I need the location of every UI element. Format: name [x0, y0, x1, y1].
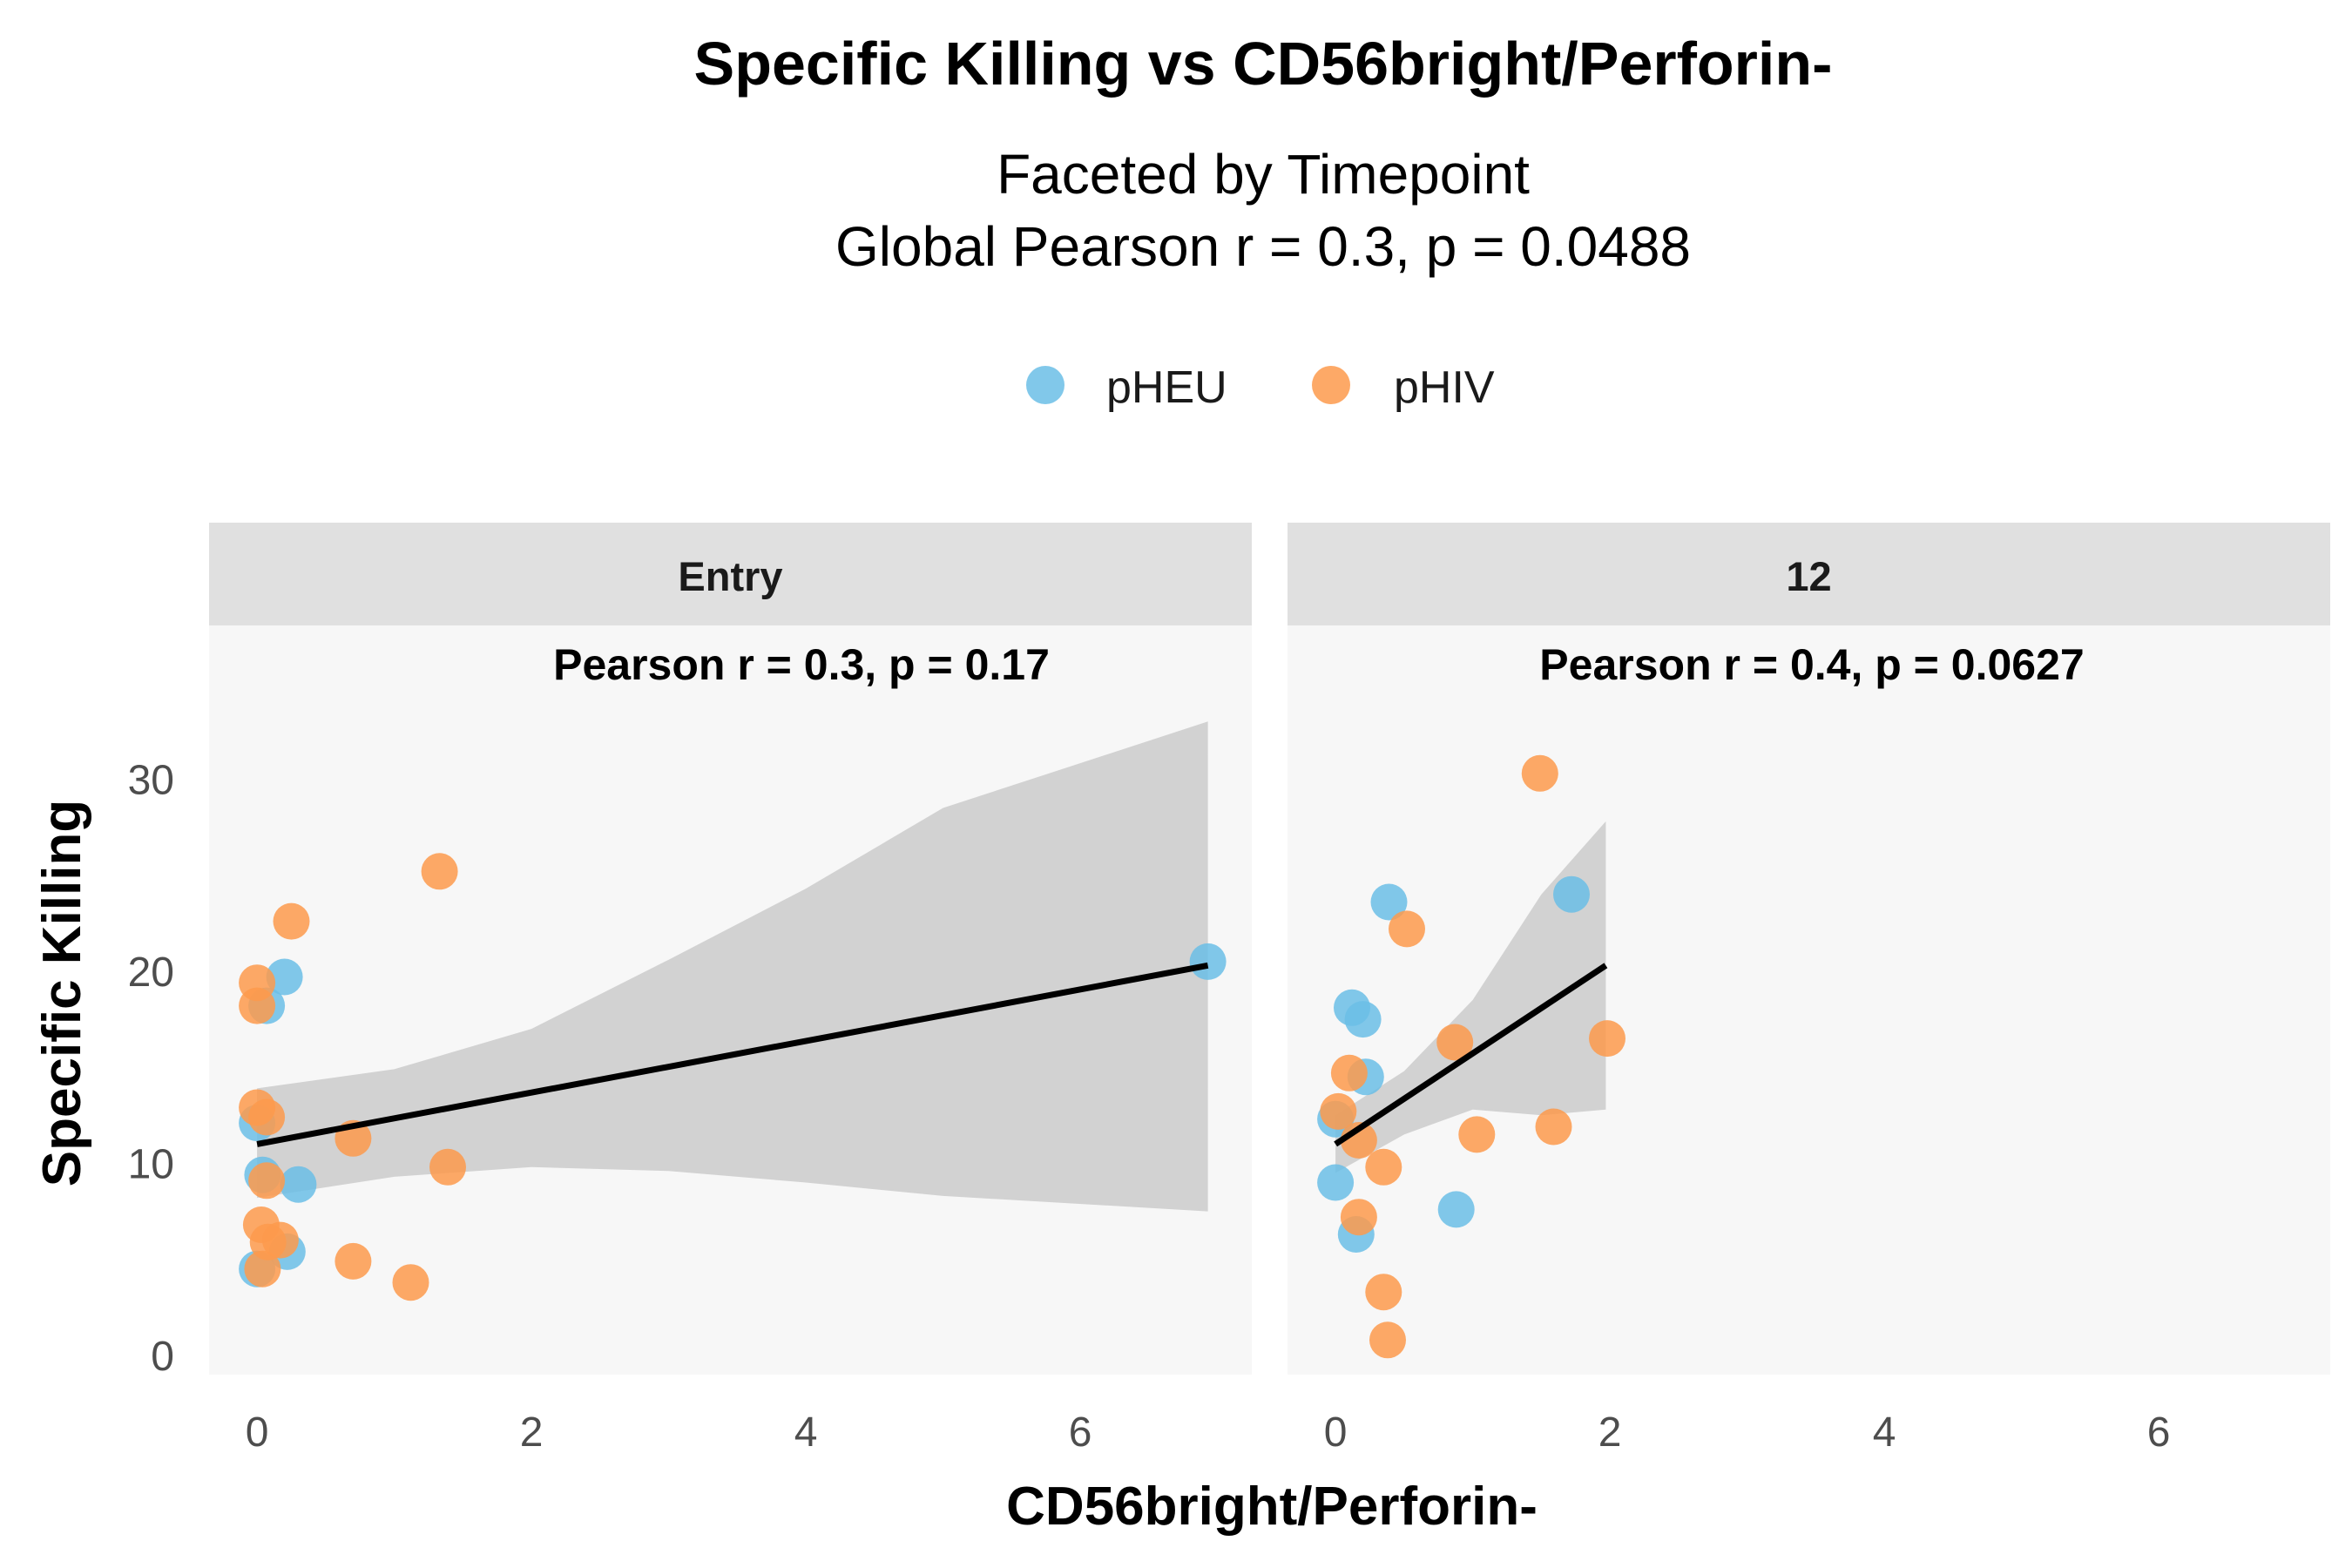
facet-strip	[1288, 523, 2330, 625]
point-phiv	[1458, 1116, 1496, 1153]
legend-marker-pheu	[1026, 366, 1064, 404]
chart-title: Specific Killing vs CD56bright/Perforin-	[694, 30, 1833, 98]
point-phiv	[1340, 1199, 1377, 1236]
confidence-band	[257, 721, 1208, 1212]
facet-annotation: Pearson r = 0.4, p = 0.0627	[1539, 640, 2084, 689]
point-phiv	[261, 1221, 299, 1259]
facet-annotation: Pearson r = 0.3, p = 0.17	[553, 640, 1050, 689]
x-tick-label: 6	[1069, 1409, 1092, 1456]
facet-strip-label: 12	[1786, 553, 1831, 599]
fit-line	[1334, 963, 1608, 1147]
x-tick-label: 2	[520, 1409, 544, 1456]
point-phiv	[1365, 1274, 1402, 1311]
point-phiv	[392, 1264, 429, 1301]
legend-label-pheu: pHEU	[1106, 362, 1227, 413]
point-phiv	[273, 902, 310, 940]
point-phiv	[1589, 1020, 1625, 1058]
point-phiv	[1369, 1321, 1406, 1359]
confidence-band	[1335, 821, 1606, 1173]
point-pheu	[266, 958, 303, 996]
point-phiv	[1521, 754, 1558, 792]
point-phiv	[1535, 1108, 1572, 1146]
legend-marker-phiv	[1312, 366, 1350, 404]
y-tick-label: 30	[128, 757, 174, 803]
point-pheu	[1370, 883, 1408, 921]
point-phiv	[429, 1148, 466, 1186]
facet-panel-0: Entry Pearson r = 0.3, p = 0.17 0 2 4 6 0 10 20 3…	[128, 523, 1252, 1456]
y-tick-label: 0	[151, 1334, 174, 1380]
point-phiv	[1320, 1092, 1357, 1130]
x-tick-label: 0	[1324, 1409, 1348, 1456]
facet-strip	[209, 523, 1252, 625]
point-phiv	[1365, 1148, 1402, 1186]
point-pheu	[1437, 1191, 1475, 1228]
point-pheu	[1189, 943, 1227, 980]
facet-plot-background	[1288, 625, 2330, 1375]
facet-strip-label: Entry	[678, 553, 782, 599]
point-phiv	[239, 987, 276, 1024]
point-phiv	[1330, 1054, 1368, 1092]
point-pheu	[1553, 875, 1590, 913]
x-tick-label: 4	[1873, 1409, 1896, 1456]
x-tick-label: 2	[1598, 1409, 1622, 1456]
point-pheu	[280, 1166, 317, 1203]
y-tick-label: 20	[128, 950, 174, 996]
y-tick-label: 10	[128, 1141, 174, 1187]
x-axis-title: CD56bright/Perforin-	[1006, 1477, 1538, 1537]
chart-subtitle-line-2: Global Pearson r = 0.3, p = 0.0488	[835, 215, 1691, 278]
point-pheu	[1344, 1001, 1382, 1038]
fit-line	[256, 962, 1209, 1147]
x-tick-label: 0	[246, 1409, 269, 1456]
point-phiv	[1389, 910, 1425, 948]
point-pheu	[1317, 1164, 1355, 1201]
facet-panel-1: 12 Pearson r = 0.4, p = 0.0627 0 2 4 6	[1288, 523, 2330, 1456]
point-phiv	[248, 1162, 286, 1200]
legend: pHEU pHIV	[1026, 362, 1495, 413]
x-tick-label: 6	[2147, 1409, 2171, 1456]
point-phiv	[335, 1242, 372, 1280]
legend-label-phiv: pHIV	[1394, 362, 1495, 413]
point-phiv	[421, 853, 458, 890]
chart-subtitle-line-1: Faceted by Timepoint	[997, 143, 1530, 206]
point-phiv	[248, 1098, 286, 1136]
x-tick-label: 4	[794, 1409, 818, 1456]
y-axis-title: Specific Killing	[32, 800, 92, 1186]
point-phiv	[1436, 1024, 1474, 1061]
